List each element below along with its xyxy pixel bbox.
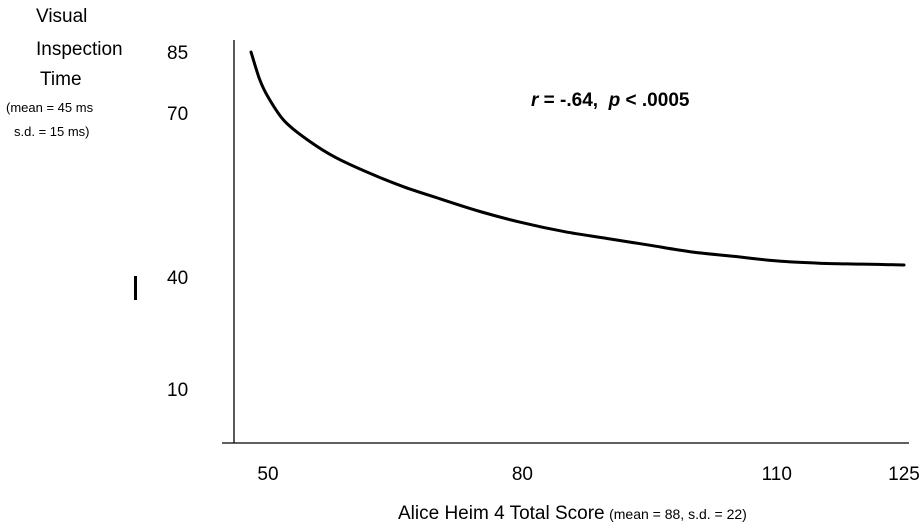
y-label-line-5: s.d. = 15 ms)	[14, 124, 90, 139]
y-label-line-3: Time	[40, 69, 82, 90]
r-symbol: r	[531, 90, 539, 111]
y-label-line-4: (mean = 45 ms	[6, 100, 94, 115]
p-value: < .0005	[620, 90, 690, 111]
y-axis-marker	[134, 276, 137, 300]
x-tick-label: 110	[762, 464, 792, 485]
x-axis-label: Alice Heim 4 Total Score (mean = 88, s.d…	[398, 503, 747, 525]
x-label-note: (mean = 88, s.d. = 22)	[609, 506, 747, 522]
y-tick-label: 40	[167, 268, 188, 289]
r-value: = -.64,	[538, 90, 599, 111]
correlation-annotation: r = -.64, p < .0005	[531, 90, 689, 112]
x-tick-label: 125	[888, 464, 920, 485]
y-tick-label: 70	[167, 104, 188, 125]
y-label-line-1: Visual	[36, 6, 88, 27]
axes	[134, 40, 909, 444]
x-tick-label: 80	[512, 464, 533, 485]
y-tick-label: 10	[167, 380, 188, 401]
y-tick-label: 85	[167, 43, 188, 64]
p-symbol: p	[608, 90, 621, 111]
series-group	[249, 50, 906, 267]
y-label-line-2: Inspection	[36, 39, 123, 60]
series-line	[249, 50, 906, 267]
x-tick-label: 50	[257, 464, 278, 485]
tick-labels: 85 70 40 10 50 80 110 125	[167, 43, 920, 485]
x-label-main: Alice Heim 4 Total Score	[398, 503, 605, 524]
